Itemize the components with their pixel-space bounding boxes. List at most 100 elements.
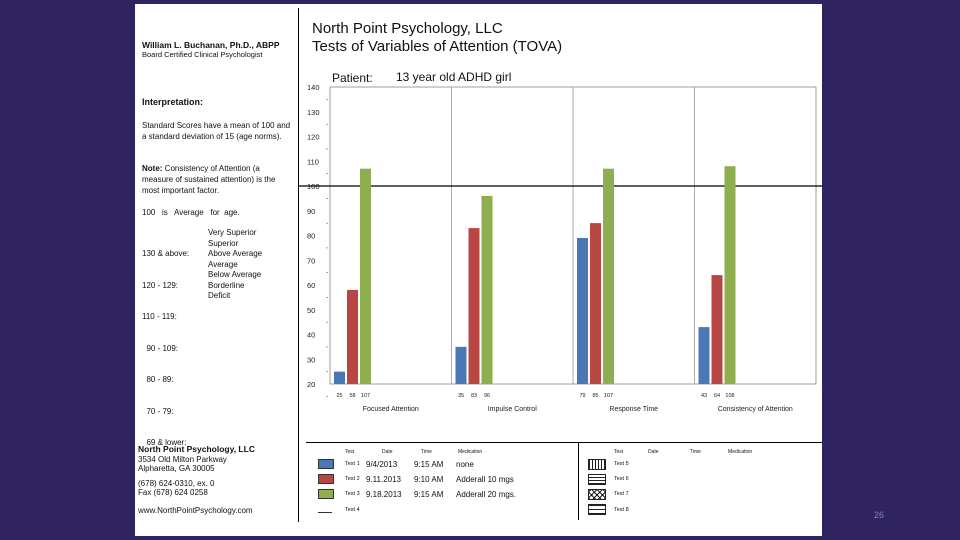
legend-test: Test 6: [614, 476, 629, 482]
legend-header: Time: [690, 449, 701, 455]
y-tick-label: 70: [307, 256, 315, 265]
y-tick-label: 120: [307, 133, 320, 142]
pattern-vertical-lines: [588, 459, 606, 470]
scale-labels: Very Superior Superior Above Average Ave…: [208, 228, 262, 302]
bar-test2-cat0: [347, 289, 358, 384]
legend-med: Adderall 10 mgs: [456, 475, 514, 484]
bar-test1-cat2: [577, 237, 588, 384]
legend-date: 9.11.2013: [366, 475, 401, 484]
interpretation-note: Note: Consistency of Attention (a measur…: [142, 163, 292, 196]
scale-ranges: 130 & above: 120 - 129: 110 - 119: 90 - …: [142, 228, 189, 459]
legend-test: Test 4: [345, 507, 360, 513]
bar-test3-cat0: [360, 168, 371, 384]
y-tick-label: 80: [307, 232, 315, 241]
legend-test: Test 1: [345, 461, 360, 467]
footer-phone: (678) 624-0310, ex. 0: [138, 479, 215, 488]
page-number: 26: [874, 510, 885, 520]
bar-test1-cat0: [334, 371, 345, 384]
bar-test2-cat2: [590, 223, 601, 384]
category-label: Consistency of Attention: [718, 406, 793, 413]
bar-test1-cat1: [455, 346, 467, 384]
legend-header: Date: [382, 449, 393, 455]
y-tick-label: 50: [307, 306, 315, 315]
scale-range: 110 - 119:: [142, 312, 177, 321]
average-line: 100 is Average for age.: [142, 208, 240, 217]
scale-label: Borderline: [208, 280, 245, 290]
legend-header: Time: [421, 449, 432, 455]
category-label: Impulse Control: [488, 406, 537, 413]
y-tick-label: 40: [307, 331, 315, 340]
scale-range: 70 - 79:: [142, 406, 174, 416]
scale-range: 69 & lower:: [142, 438, 187, 447]
legend-swatch-test1: [318, 459, 334, 469]
scale-label: Very Superior: [208, 228, 257, 237]
bar-value-label: 64: [714, 393, 720, 399]
legend-header: Medication: [728, 449, 753, 455]
bar-value-label: 107: [361, 393, 370, 399]
doctor-credential: Board Certified Clinical Psychologist: [142, 50, 263, 59]
column-divider: [298, 8, 299, 522]
bar-value-label: 85: [592, 393, 598, 399]
bar-value-label: 79: [579, 393, 585, 399]
scale-label: Superior: [208, 238, 239, 248]
legend-header: Date: [648, 449, 659, 455]
bar-value-label: 25: [336, 393, 342, 399]
bar-value-label: 83: [471, 393, 477, 399]
report-title: Tests of Variables of Attention (TOVA): [312, 38, 563, 55]
scale-label: Above Average: [208, 249, 263, 258]
y-tick-label: 90: [307, 207, 315, 216]
bar-test3-cat2: [603, 168, 614, 384]
scale-label: Average: [208, 259, 238, 269]
y-tick-label: 20: [307, 380, 315, 389]
bar-test2-cat1: [468, 228, 480, 384]
legend-separator: [578, 442, 579, 520]
legend-header: Test: [614, 449, 624, 455]
legend-date: 9.18.2013: [366, 490, 402, 499]
y-tick-label: 140: [307, 83, 320, 92]
legend-test: Test 2: [345, 476, 360, 482]
y-tick-label: 30: [307, 355, 315, 364]
footer-web[interactable]: www.NorthPointPsychology.com: [138, 506, 253, 515]
legend-med: none: [456, 460, 474, 469]
scale-label: Below Average: [208, 270, 262, 279]
category-label: Focused Attention: [363, 406, 419, 413]
legend-header: Medication: [458, 449, 483, 455]
footer-address2: Alpharetta, GA 30005: [138, 464, 215, 473]
legend-time: 9:15 AM: [414, 490, 444, 499]
y-tick-label: 110: [307, 157, 319, 166]
legend-test: Test 7: [614, 491, 629, 497]
scale-range: 130 & above:: [142, 249, 190, 258]
legend-swatch-test2: [318, 474, 334, 484]
footer-practice-name: North Point Psychology, LLC: [138, 444, 255, 454]
legend-swatch-test3: [318, 489, 334, 499]
bar-test3-cat3: [724, 166, 736, 384]
bar-value-label: 35: [458, 393, 464, 399]
legend-test: Test 5: [614, 461, 629, 467]
pattern-wide-lines: [588, 504, 606, 515]
bar-test1-cat3: [698, 327, 710, 384]
scale-range: 90 - 109:: [142, 343, 179, 353]
note-text: Consistency of Attention (a measure of s…: [142, 164, 276, 195]
legend-header: Test: [345, 449, 355, 455]
bar-value-label: 108: [725, 393, 734, 399]
legend-test: Test 8: [614, 507, 629, 513]
y-tick-label: 130: [307, 108, 320, 117]
footer-address1: 3534 Old Milton Parkway: [138, 455, 227, 464]
legend-swatch-test4: [318, 504, 332, 513]
note-label: Note:: [142, 164, 163, 173]
bar-value-label: 107: [604, 393, 613, 399]
interpretation-heading: Interpretation:: [142, 97, 204, 107]
bar-value-label: 58: [349, 393, 355, 399]
legend-time: 9:15 AM: [414, 460, 444, 469]
legend-date: 9/4/2013: [366, 460, 398, 469]
bar-test2-cat3: [711, 275, 723, 384]
y-tick-label: 60: [307, 281, 315, 290]
footer-fax: Fax (678) 624 0258: [138, 488, 208, 497]
patient-value: 13 year old ADHD girl: [396, 70, 512, 84]
practice-title: North Point Psychology, LLC: [312, 20, 503, 37]
bar-test3-cat1: [481, 195, 493, 384]
legend-time: 9:10 AM: [414, 475, 444, 484]
legend-test: Test 3: [345, 491, 360, 497]
patient-label: Patient:: [332, 71, 373, 85]
scale-label: Deficit: [208, 291, 231, 300]
